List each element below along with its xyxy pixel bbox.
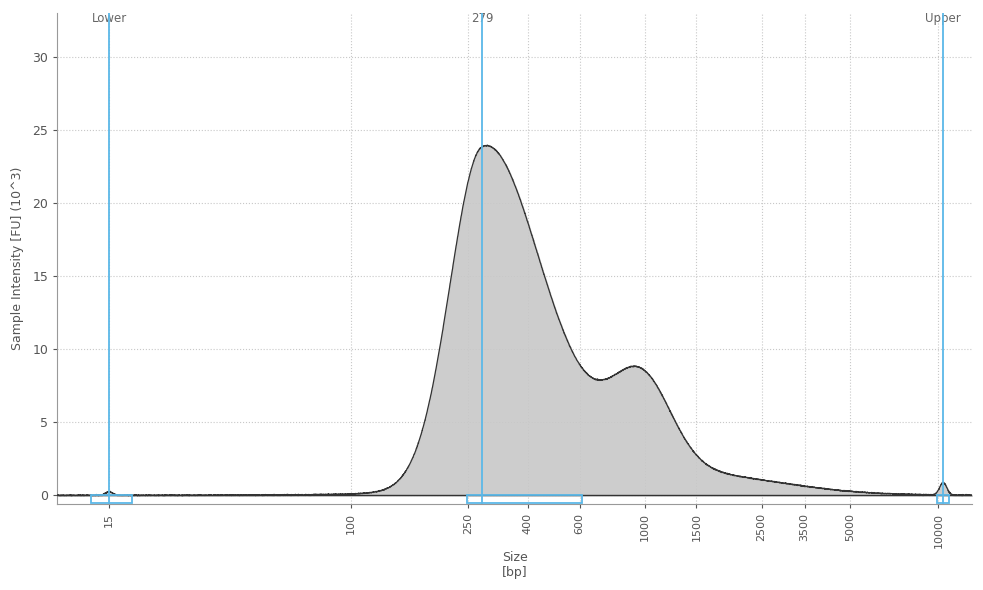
Text: 279: 279: [471, 12, 493, 25]
Text: Lower: Lower: [91, 12, 127, 25]
X-axis label: Size
[bp]: Size [bp]: [501, 551, 528, 579]
Bar: [90, 496, 133, 503]
Bar: [937, 496, 950, 503]
Text: Upper: Upper: [925, 12, 961, 25]
Y-axis label: Sample Intensity [FU] (10^3): Sample Intensity [FU] (10^3): [11, 167, 25, 350]
Bar: [467, 496, 582, 503]
